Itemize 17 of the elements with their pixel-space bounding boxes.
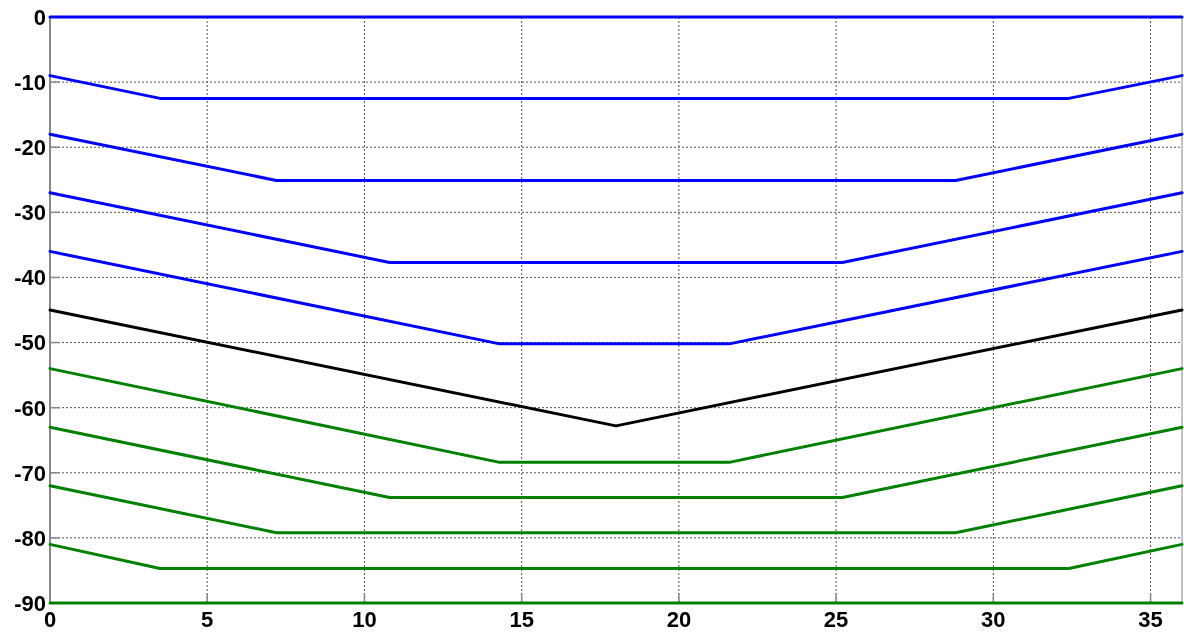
x-tick-label: 25 xyxy=(823,607,849,632)
y-tick-label: -40 xyxy=(14,265,46,291)
x-tick-label: 5 xyxy=(201,607,214,632)
y-tick-label: -10 xyxy=(14,70,46,96)
y-tick-label: -30 xyxy=(14,200,46,226)
y-tick-label: -50 xyxy=(14,330,46,356)
y-tick-label: -20 xyxy=(14,135,46,161)
y-tick-label: -70 xyxy=(14,460,46,486)
x-tick-label: 35 xyxy=(1138,607,1163,632)
x-tick-label: 20 xyxy=(666,607,692,632)
x-tick-label: 10 xyxy=(352,607,377,632)
y-tick-label: -90 xyxy=(14,590,46,616)
y-tick-label: -60 xyxy=(14,395,46,421)
x-tick-label: 15 xyxy=(509,607,534,632)
y-tick-label: -80 xyxy=(14,525,46,551)
y-tick-label: 0 xyxy=(33,4,46,30)
x-tick-label: 30 xyxy=(981,607,1006,632)
